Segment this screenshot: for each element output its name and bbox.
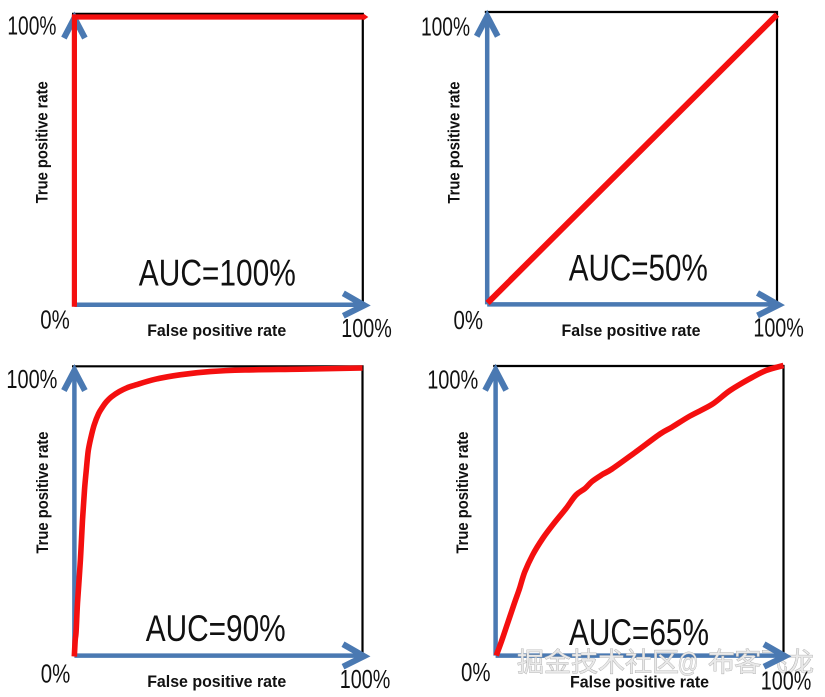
svg-text:100%: 100% — [421, 12, 470, 42]
svg-text:100%: 100% — [753, 313, 804, 343]
svg-text:False positive rate: False positive rate — [562, 322, 701, 340]
svg-text:AUC=90%: AUC=90% — [146, 607, 286, 649]
svg-text:True positive rate: True positive rate — [32, 81, 51, 203]
svg-text:True positive rate: True positive rate — [33, 432, 52, 554]
svg-text:100%: 100% — [341, 313, 392, 343]
svg-text:100%: 100% — [7, 11, 56, 41]
svg-text:@: @ — [678, 648, 699, 678]
svg-text:False positive rate: False positive rate — [570, 674, 709, 692]
svg-text:AUC=50%: AUC=50% — [569, 247, 708, 289]
svg-text:0%: 0% — [40, 304, 70, 334]
svg-text:AUC=65%: AUC=65% — [569, 611, 709, 653]
svg-text:False positive rate: False positive rate — [147, 322, 286, 340]
svg-text:100%: 100% — [761, 666, 812, 696]
svg-text:0%: 0% — [461, 657, 491, 687]
svg-text:0%: 0% — [41, 658, 71, 688]
svg-text:100%: 100% — [6, 364, 57, 394]
svg-text:100%: 100% — [340, 664, 391, 694]
svg-text:0%: 0% — [454, 305, 484, 335]
svg-text:False positive rate: False positive rate — [147, 673, 286, 691]
svg-text:AUC=100%: AUC=100% — [139, 252, 296, 294]
svg-text:True positive rate: True positive rate — [445, 82, 464, 204]
svg-text:100%: 100% — [427, 365, 478, 395]
svg-text:True positive rate: True positive rate — [453, 432, 472, 554]
